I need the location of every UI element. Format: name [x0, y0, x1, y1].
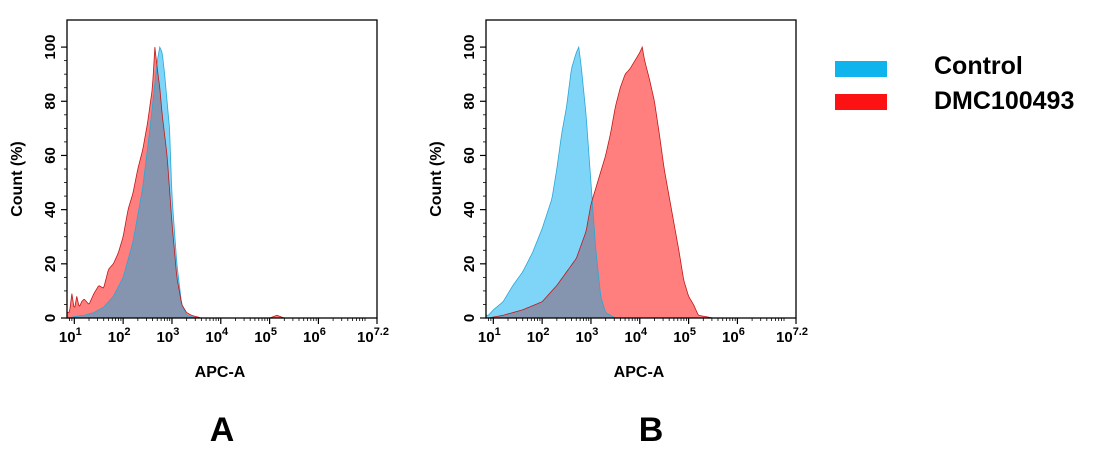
x-axis-title: APC-A	[195, 364, 246, 381]
x-tick-label: 105	[254, 326, 277, 346]
legend-label-dmc100493: DMC100493	[934, 87, 1074, 115]
y-axis-title: Count (%)	[9, 141, 26, 217]
y-tick-label: 20	[42, 255, 59, 272]
x-tick-base: 10	[478, 329, 495, 346]
x-tick-exponent: 7.2	[793, 326, 808, 338]
y-tick-label: 20	[461, 255, 478, 272]
x-tick-base: 10	[59, 329, 76, 346]
x-tick-exponent: 7.2	[374, 326, 389, 338]
x-tick-label: 102	[108, 326, 131, 346]
y-tick-label: 60	[461, 147, 478, 164]
x-tick-label: 103	[576, 326, 599, 346]
x-tick-label: 107.2	[776, 326, 808, 346]
series-line-control	[67, 45, 377, 318]
legend-swatch-control	[835, 61, 887, 77]
x-tick-label: 102	[527, 326, 550, 346]
x-tick-exponent: 3	[173, 326, 179, 338]
plot-area	[486, 45, 796, 318]
x-tick-base: 10	[205, 329, 222, 346]
y-tick-label: 40	[42, 201, 59, 218]
x-tick-exponent: 1	[76, 326, 82, 338]
x-tick-exponent: 6	[320, 326, 326, 338]
x-tick-exponent: 2	[543, 326, 549, 338]
x-tick-exponent: 3	[592, 326, 598, 338]
x-tick-exponent: 4	[222, 326, 229, 338]
x-tick-label: 104	[205, 326, 229, 346]
series-line-dmc100493	[486, 45, 796, 318]
x-tick-exponent: 4	[641, 326, 648, 338]
y-tick-label: 80	[461, 93, 478, 110]
panel-label: A	[210, 411, 235, 449]
x-tick-label: 106	[303, 326, 326, 346]
x-tick-base: 10	[624, 329, 641, 346]
series-overlap-area	[67, 65, 377, 318]
legend: Control DMC100493	[835, 52, 1074, 115]
x-tick-exponent: 6	[739, 326, 745, 338]
x-tick-base: 10	[357, 329, 374, 346]
y-tick-label: 80	[42, 93, 59, 110]
y-tick-label: 0	[42, 314, 59, 322]
x-tick-exponent: 1	[495, 326, 501, 338]
y-axis-title: Count (%)	[428, 141, 445, 217]
legend-swatch-dmc100493	[835, 94, 887, 110]
x-tick-exponent: 5	[690, 326, 696, 338]
x-axis-title: APC-A	[614, 364, 665, 381]
x-tick-base: 10	[303, 329, 320, 346]
plot-area	[67, 45, 377, 318]
x-tick-label: 107.2	[357, 326, 389, 346]
x-tick-base: 10	[776, 329, 793, 346]
series-area-dmc100493	[67, 47, 377, 318]
x-tick-label: 105	[673, 326, 696, 346]
x-tick-base: 10	[576, 329, 593, 346]
series-area-control	[486, 47, 796, 318]
x-tick-base: 10	[722, 329, 739, 346]
series-overlap-area	[486, 202, 796, 318]
x-tick-base: 10	[157, 329, 174, 346]
x-tick-label: 104	[624, 326, 648, 346]
x-tick-base: 10	[527, 329, 544, 346]
y-tick-label: 100	[42, 35, 59, 60]
y-tick-label: 100	[461, 35, 478, 60]
x-tick-base: 10	[254, 329, 271, 346]
y-tick-label: 0	[461, 314, 478, 322]
series-line-dmc100493	[67, 47, 377, 318]
panel-label: B	[639, 411, 664, 449]
y-tick-label: 60	[42, 147, 59, 164]
x-tick-exponent: 5	[271, 326, 277, 338]
x-tick-base: 10	[673, 329, 690, 346]
x-tick-label: 101	[478, 326, 501, 346]
legend-label-control: Control	[934, 52, 1023, 80]
series-area-dmc100493	[486, 47, 796, 318]
x-tick-exponent: 2	[124, 326, 130, 338]
y-tick-label: 40	[461, 201, 478, 218]
x-tick-label: 106	[722, 326, 745, 346]
series-line-control	[486, 45, 796, 318]
x-tick-base: 10	[108, 329, 125, 346]
x-tick-label: 101	[59, 326, 82, 346]
x-tick-label: 103	[157, 326, 180, 346]
